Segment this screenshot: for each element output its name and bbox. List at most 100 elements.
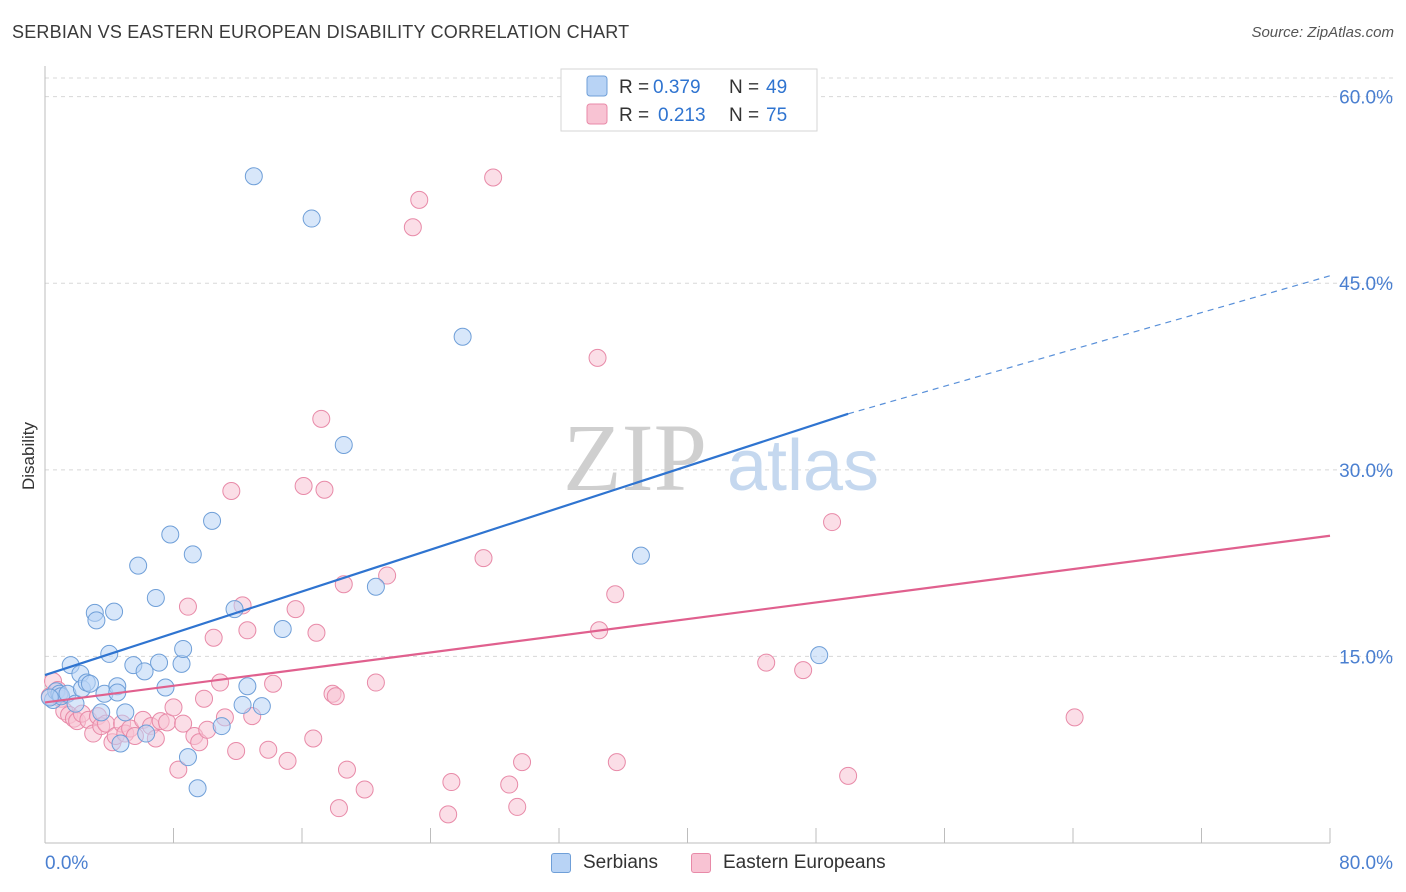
legend-r-label: R =: [619, 77, 649, 98]
serbian-point: [146, 588, 165, 607]
serbian-point: [105, 602, 124, 621]
serbian-point: [810, 646, 829, 665]
eastern-trend-line: [44, 534, 1331, 704]
eastern-point: [366, 673, 385, 692]
y-tick-label: 60.0%: [1339, 88, 1393, 109]
eastern-point: [178, 597, 197, 616]
legend-n-value: 75: [766, 105, 787, 126]
eastern-point: [588, 348, 607, 367]
eastern-point: [211, 673, 230, 692]
eastern-point: [294, 477, 313, 495]
eastern-point: [227, 741, 246, 760]
legend-swatch-eastern: [586, 103, 608, 125]
legend-label-eastern: Eastern Europeans: [723, 852, 886, 873]
serbian-point: [116, 703, 135, 722]
serbian-point: [203, 511, 222, 530]
serbian-point: [212, 717, 231, 736]
serbian-point: [174, 639, 193, 658]
eastern-point: [513, 753, 532, 772]
serbian-point: [161, 525, 180, 544]
serbian-point: [80, 674, 99, 693]
serbian-point: [366, 577, 385, 596]
serbian-point: [183, 545, 202, 564]
serbian-point: [172, 654, 191, 673]
eastern-point: [315, 480, 334, 499]
watermark-zip: ZIP: [563, 404, 707, 511]
serbian-point: [302, 209, 321, 228]
eastern-point: [337, 760, 356, 779]
eastern-point: [204, 628, 223, 647]
serbian-point: [244, 167, 263, 186]
eastern-point: [312, 409, 331, 428]
y-tick-label: 30.0%: [1339, 461, 1393, 482]
eastern-point: [508, 797, 527, 816]
gridlines: 15.0% 30.0% 45.0% 60.0%: [45, 77, 1393, 668]
eastern-point: [304, 729, 323, 748]
eastern-point: [484, 168, 503, 187]
serbian-point: [225, 600, 244, 619]
legend-n-value: 49: [766, 77, 787, 98]
eastern-point: [378, 566, 397, 585]
chart-title: SERBIAN VS EASTERN EUROPEAN DISABILITY C…: [12, 22, 630, 42]
watermark-atlas: atlas: [727, 426, 879, 506]
eastern-point: [794, 661, 813, 680]
eastern-swatch: [691, 853, 711, 873]
eastern-point: [278, 751, 297, 770]
eastern-point: [195, 689, 214, 708]
legend-item-eastern[interactable]: Eastern Europeans: [691, 852, 886, 874]
legend-r-value: 0.213: [658, 105, 706, 126]
legend-swatch-serbians: [586, 75, 608, 97]
eastern-point: [442, 773, 461, 792]
serbian-point: [238, 677, 257, 696]
serbians-trend-line: [44, 412, 849, 677]
eastern-point: [474, 549, 493, 568]
eastern-point: [238, 621, 257, 640]
serbian-point: [188, 779, 207, 798]
eastern-point: [355, 780, 374, 799]
serbian-point: [150, 653, 169, 672]
eastern-point: [329, 799, 348, 818]
serbian-point: [252, 697, 271, 716]
eastern-point: [222, 481, 241, 500]
serbian-point: [631, 546, 650, 565]
serbians-swatch: [551, 853, 571, 873]
x-tick-label-max: 80.0%: [1339, 853, 1393, 874]
eastern-point: [326, 687, 345, 706]
serbian-point: [135, 662, 154, 681]
y-tick-label: 45.0%: [1339, 274, 1393, 295]
serbian-point: [92, 703, 111, 722]
legend-top: R = 0.379 N = 49 R = 0.213 N = 75: [560, 68, 818, 132]
legend-label-serbians: Serbians: [583, 852, 658, 873]
y-tick-label: 15.0%: [1339, 647, 1393, 668]
serbian-point: [334, 435, 353, 454]
source-label: Source: ZipAtlas.com: [1251, 24, 1394, 41]
eastern-point: [410, 190, 429, 209]
eastern-point: [174, 714, 193, 733]
legend-r-label: R =: [619, 105, 649, 126]
eastern-point: [823, 513, 842, 532]
serbian-points: [40, 167, 829, 798]
eastern-point: [607, 753, 626, 772]
trend-lines: [44, 275, 1331, 704]
eastern-point: [286, 600, 305, 619]
eastern-point: [839, 766, 858, 785]
watermark: ZIP atlas: [563, 404, 879, 511]
eastern-point: [164, 698, 183, 717]
eastern-point: [1065, 708, 1084, 727]
eastern-point: [606, 585, 625, 604]
serbian-point: [87, 611, 106, 630]
eastern-point: [757, 653, 776, 672]
legend-n-label: N =: [729, 105, 759, 126]
serbian-point: [233, 695, 252, 714]
eastern-point: [403, 218, 422, 237]
legend-r-value: 0.379: [653, 77, 701, 98]
axes: [44, 66, 1331, 844]
serbian-point: [111, 734, 130, 753]
serbian-point: [137, 724, 156, 743]
legend-item-serbians[interactable]: Serbians: [551, 852, 658, 874]
eastern-point: [307, 623, 326, 642]
y-axis-label: Disability: [19, 421, 38, 490]
legend-n-label: N =: [729, 77, 759, 98]
serbian-point: [40, 688, 59, 707]
